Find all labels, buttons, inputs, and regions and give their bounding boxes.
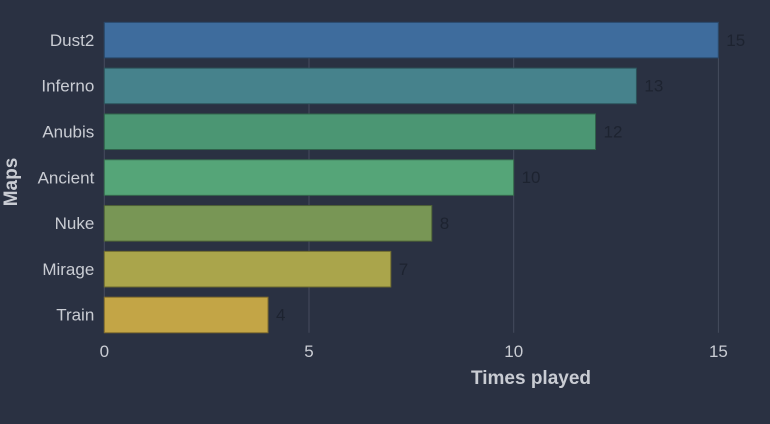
svg-text:Nuke: Nuke (55, 214, 95, 233)
svg-text:Maps: Maps (1, 158, 22, 207)
svg-text:10: 10 (522, 168, 541, 187)
svg-text:4: 4 (276, 306, 285, 325)
svg-text:Train: Train (56, 306, 94, 325)
svg-text:15: 15 (726, 31, 745, 50)
svg-text:Inferno: Inferno (41, 77, 94, 96)
svg-text:13: 13 (644, 77, 663, 96)
svg-text:7: 7 (399, 260, 408, 279)
svg-text:15: 15 (709, 342, 728, 361)
svg-text:8: 8 (440, 214, 449, 233)
svg-text:0: 0 (100, 342, 109, 361)
svg-text:Dust2: Dust2 (50, 31, 94, 50)
svg-text:Ancient: Ancient (38, 168, 95, 187)
svg-text:12: 12 (604, 122, 623, 141)
svg-text:Times played: Times played (471, 368, 591, 389)
svg-text:5: 5 (304, 342, 313, 361)
svg-text:10: 10 (504, 342, 523, 361)
svg-text:Mirage: Mirage (42, 260, 94, 279)
svg-text:Anubis: Anubis (42, 123, 94, 142)
